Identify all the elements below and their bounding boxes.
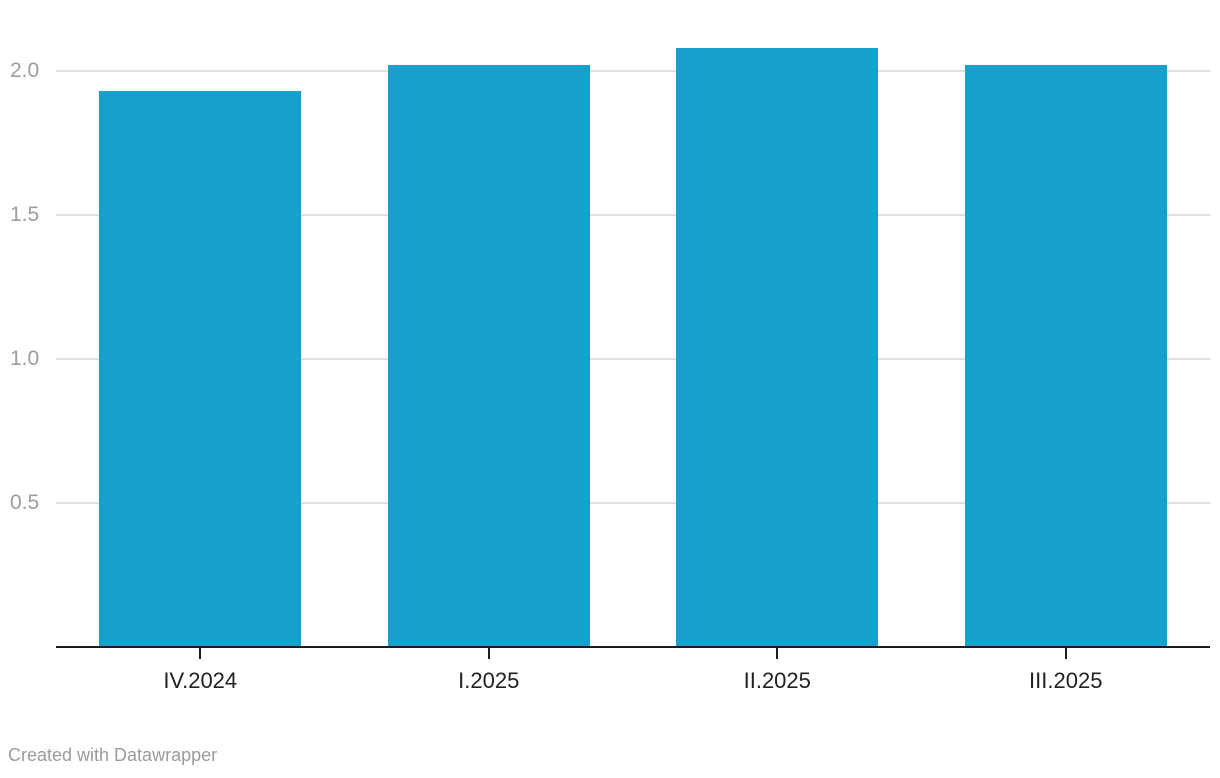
x-axis-line xyxy=(56,646,1210,648)
y-tick-label-1.5: 1.5 xyxy=(10,203,40,226)
y-tick-label-0.5: 0.5 xyxy=(10,491,40,514)
gridline-y-1.5 xyxy=(56,214,1210,216)
bar-III.2025[interactable] xyxy=(965,65,1167,647)
x-tick-I.2025 xyxy=(487,648,490,659)
x-tick-label-III.2025: III.2025 xyxy=(1029,668,1103,693)
gridline-y-0.5 xyxy=(56,502,1210,504)
x-tick-II.2025 xyxy=(776,648,779,659)
y-tick-label-1: 1.0 xyxy=(10,347,40,370)
bar-I.2025[interactable] xyxy=(388,65,590,647)
x-tick-label-I.2025: I.2025 xyxy=(458,668,520,693)
gridline-y-2 xyxy=(56,70,1210,72)
x-tick-label-IV.2024: IV.2024 xyxy=(163,668,238,693)
x-tick-III.2025 xyxy=(1064,648,1067,659)
y-tick-label-2: 2.0 xyxy=(10,59,40,82)
bar-IV.2024[interactable] xyxy=(99,91,301,647)
gridline-y-1 xyxy=(56,358,1210,360)
bar-II.2025[interactable] xyxy=(676,48,878,647)
x-tick-IV.2024 xyxy=(199,648,202,659)
x-tick-label-II.2025: II.2025 xyxy=(743,668,811,693)
datawrapper-credit-link[interactable]: Created with Datawrapper xyxy=(8,745,218,765)
